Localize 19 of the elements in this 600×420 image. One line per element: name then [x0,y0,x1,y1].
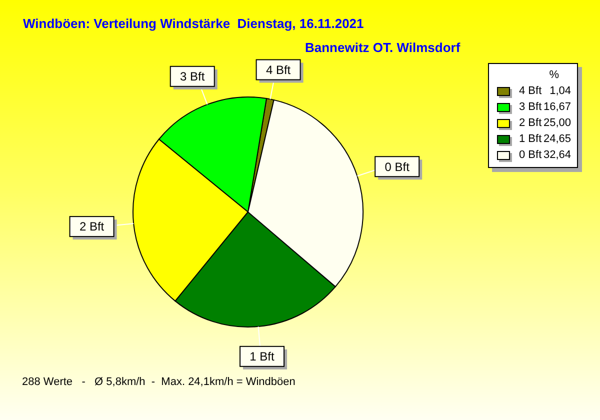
text: 288 Werte - Ø 5,8km/h - Max. 24,1km/h = Windböen [22,376,296,388]
data-label: 32,64 [543,149,571,161]
slice-label: 2 Bft [79,220,105,234]
legend-label: 4 Bft [519,85,542,97]
data-label: 25,00 [543,117,571,129]
data-label: 24,65 [543,133,571,145]
legend-label: 3 Bft [519,101,542,113]
slice-label: 1 Bft [250,350,276,364]
chart-title: Windböen: Verteilung Windstärke Dienstag, 16.11.2021 [23,16,364,31]
slice-label: 3 Bft [180,70,206,84]
slice-label: 0 Bft [384,160,410,174]
legend-label: 1 Bft [519,133,542,145]
chart-subtitle: Bannewitz OT. Wilmsdorf [305,40,460,55]
legend-title: % [548,68,560,83]
slice-label: 4 Bft [266,62,292,77]
legend-label: 2 Bft [519,117,542,129]
data-label: 16,67 [543,101,571,113]
data-label: 1,04 [550,85,571,97]
legend-label: 0 Bft [519,149,542,161]
